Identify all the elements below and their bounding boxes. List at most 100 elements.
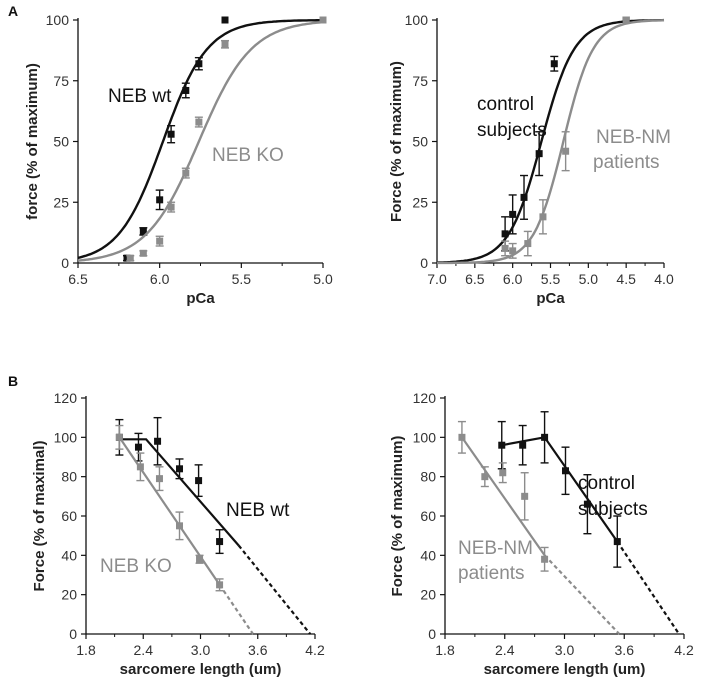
data-point — [550, 60, 558, 68]
x-tick-label: 2.4 — [495, 642, 515, 658]
chart-panel-a-right: 7.0 6.5 6.0 5.5 5.0 4.5 4.0 0 25 50 75 100 pCa Force … — [388, 12, 674, 307]
data-point — [195, 477, 203, 485]
y-tick-label: 25 — [53, 194, 69, 210]
x-tick-label: 6.0 — [503, 271, 523, 287]
y-tick-label: 120 — [413, 390, 437, 406]
y-tick-label: 60 — [420, 508, 436, 524]
series-annotation: NEB wt — [226, 500, 290, 521]
data-point — [499, 469, 507, 477]
y-tick-label: 100 — [405, 12, 429, 28]
series-annotation: patients — [593, 152, 660, 173]
data-point — [115, 433, 123, 441]
x-tick-label: 5.0 — [313, 271, 333, 287]
fit-curve-secondary — [437, 19, 664, 265]
y-tick-label: 20 — [61, 587, 77, 603]
x-axis-label: sarcomere length (um) — [484, 661, 646, 678]
y-axis-label: Force (% of maximum) — [388, 61, 405, 222]
regression-line — [460, 436, 546, 556]
data-point — [481, 473, 489, 481]
data-point — [216, 538, 224, 546]
x-tick-label: 3.6 — [248, 642, 268, 658]
series-annotation: NEB wt — [108, 86, 172, 107]
series-annotation: patients — [458, 563, 525, 584]
data-point — [562, 147, 570, 155]
data-point — [541, 555, 549, 563]
x-tick-label: 3.0 — [191, 642, 211, 658]
x-tick-label: 6.5 — [68, 271, 88, 287]
data-point — [139, 249, 147, 257]
series-annotation: control — [578, 473, 635, 494]
y-axis-label: Force (% of maximal) — [31, 441, 48, 592]
x-tick-label: 1.8 — [435, 642, 455, 658]
data-point — [136, 463, 144, 471]
data-point — [182, 86, 190, 94]
data-point — [535, 150, 543, 158]
extrapolation-line — [237, 544, 312, 635]
series-annotation: NEB KO — [100, 556, 172, 577]
x-tick-label: 6.5 — [465, 271, 485, 287]
y-tick-label: 100 — [46, 12, 70, 28]
y-tick-label: 75 — [53, 73, 69, 89]
x-tick-label: 6.0 — [150, 271, 170, 287]
data-point — [498, 441, 506, 449]
y-tick-label: 40 — [61, 547, 77, 563]
x-tick-label: 2.4 — [134, 642, 154, 658]
data-point — [216, 581, 224, 589]
data-point — [195, 60, 203, 68]
data-point — [156, 237, 164, 245]
fit-curve-secondary — [77, 20, 324, 262]
data-point — [154, 437, 162, 445]
y-tick-label: 60 — [61, 508, 77, 524]
data-point — [167, 203, 175, 211]
y-tick-label: 0 — [69, 626, 77, 642]
chart-panel-b-left: 1.8 2.4 3.0 3.6 4.2 0 20 40 60 80 100 120 sarcomere … — [31, 390, 325, 678]
x-axis-label: pCa — [186, 290, 215, 307]
data-point — [509, 210, 517, 218]
y-axis-label: Force (% of maximum) — [389, 436, 406, 597]
y-tick-label: 0 — [428, 626, 436, 642]
data-point — [176, 522, 184, 530]
y-axis-label: force (% of maximum) — [24, 63, 41, 220]
data-point — [509, 247, 517, 255]
data-point — [520, 193, 528, 201]
x-tick-label: 5.5 — [541, 271, 561, 287]
y-tick-label: 20 — [420, 587, 436, 603]
data-point — [196, 555, 204, 563]
data-point — [541, 433, 549, 441]
y-tick-label: 100 — [413, 429, 437, 445]
x-tick-label: 7.0 — [427, 271, 447, 287]
data-point — [221, 40, 229, 48]
y-tick-label: 40 — [420, 547, 436, 563]
y-tick-label: 120 — [54, 390, 78, 406]
x-tick-label: 3.6 — [615, 642, 635, 658]
data-point — [155, 475, 163, 483]
data-point — [182, 169, 190, 177]
x-tick-label: 4.0 — [654, 271, 674, 287]
x-tick-label: 5.5 — [232, 271, 252, 287]
data-point — [134, 443, 142, 451]
series-annotation: control — [477, 94, 534, 115]
data-point — [458, 433, 466, 441]
series-annotation: NEB-NM — [458, 538, 533, 559]
data-point — [319, 16, 327, 24]
data-point — [176, 465, 184, 473]
x-tick-label: 4.5 — [616, 271, 636, 287]
data-point — [195, 118, 203, 126]
data-point — [126, 254, 134, 262]
data-point — [501, 244, 509, 252]
x-axis-label: pCa — [536, 290, 565, 307]
x-tick-label: 4.2 — [674, 642, 694, 658]
x-tick-label: 3.0 — [555, 642, 575, 658]
data-point — [139, 227, 147, 235]
series-annotation: NEB KO — [212, 145, 284, 166]
y-tick-label: 80 — [61, 469, 77, 485]
y-tick-label: 0 — [420, 255, 428, 271]
y-tick-label: 50 — [412, 134, 428, 150]
data-point — [583, 500, 591, 508]
data-point — [524, 240, 532, 248]
x-tick-label: 1.8 — [76, 642, 96, 658]
extrapolation-line — [218, 584, 254, 635]
y-tick-label: 75 — [412, 73, 428, 89]
